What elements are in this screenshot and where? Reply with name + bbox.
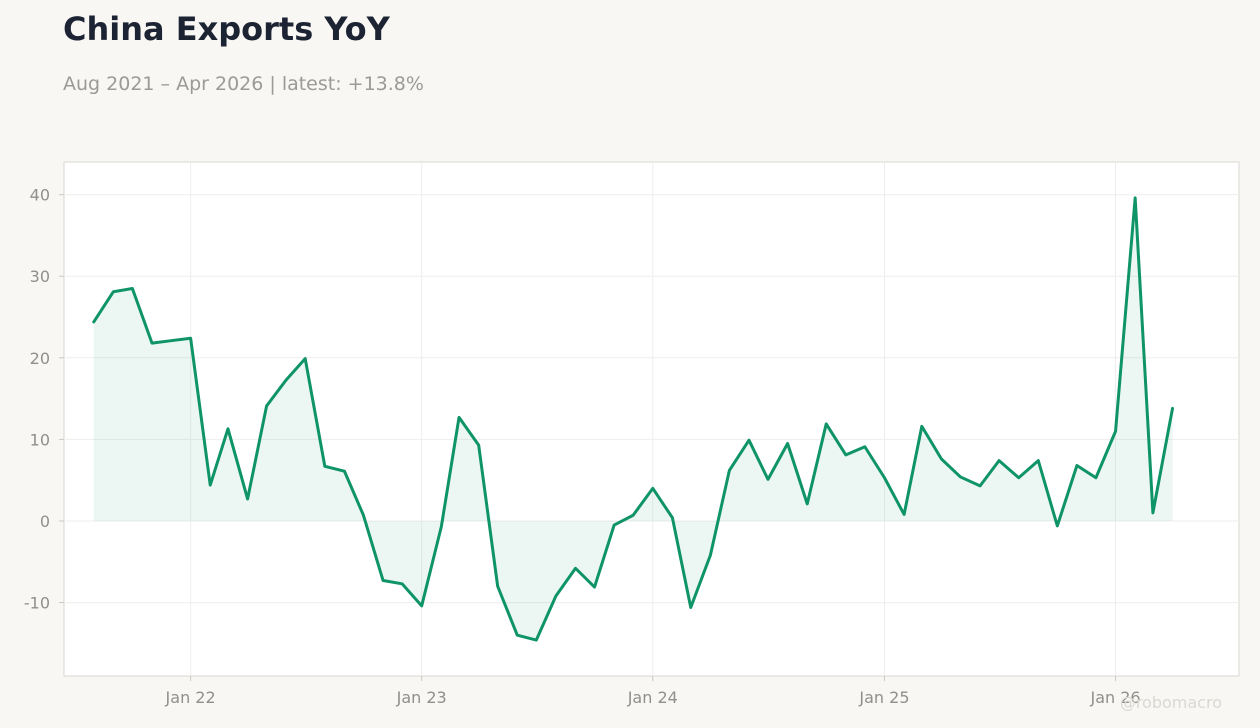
x-tick-label: Jan 24: [627, 688, 678, 707]
chart-subtitle: Aug 2021 – Apr 2026 | latest: +13.8%: [63, 73, 424, 95]
x-tick-label: Jan 26: [1089, 688, 1140, 707]
grid-lines: [64, 162, 1239, 676]
axis-layer: -10 0 10 20 30 40 Jan 22 Jan 23 Jan 24 Jan 25 Jan …: [24, 186, 1141, 707]
y-tick-label: 0: [40, 512, 50, 531]
series-line: [92, 196, 1175, 642]
y-tick-label: -10: [24, 594, 50, 613]
y-tick-label: 40: [30, 186, 50, 205]
y-tick-label: 30: [30, 267, 50, 286]
series-area-fill: [93, 197, 1173, 641]
plot-area: [63, 161, 1240, 677]
x-tick-label: Jan 22: [165, 688, 216, 707]
x-tick-label: Jan 25: [858, 688, 909, 707]
y-tick-label: 20: [30, 349, 50, 368]
x-tick-label: Jan 23: [396, 688, 447, 707]
watermark: @robomacro: [1119, 693, 1222, 712]
chart-title: China Exports YoY: [63, 10, 390, 48]
y-tick-label: 10: [30, 430, 50, 449]
series-line-layer: [92, 196, 1175, 642]
area-fill-layer: [93, 197, 1173, 641]
